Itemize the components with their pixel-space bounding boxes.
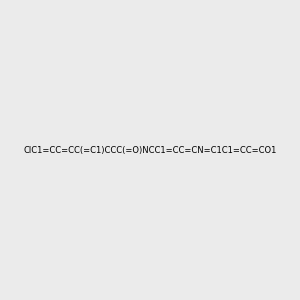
Text: ClC1=CC=CC(=C1)CCC(=O)NCC1=CC=CN=C1C1=CC=CO1: ClC1=CC=CC(=C1)CCC(=O)NCC1=CC=CN=C1C1=CC… bbox=[23, 146, 277, 154]
